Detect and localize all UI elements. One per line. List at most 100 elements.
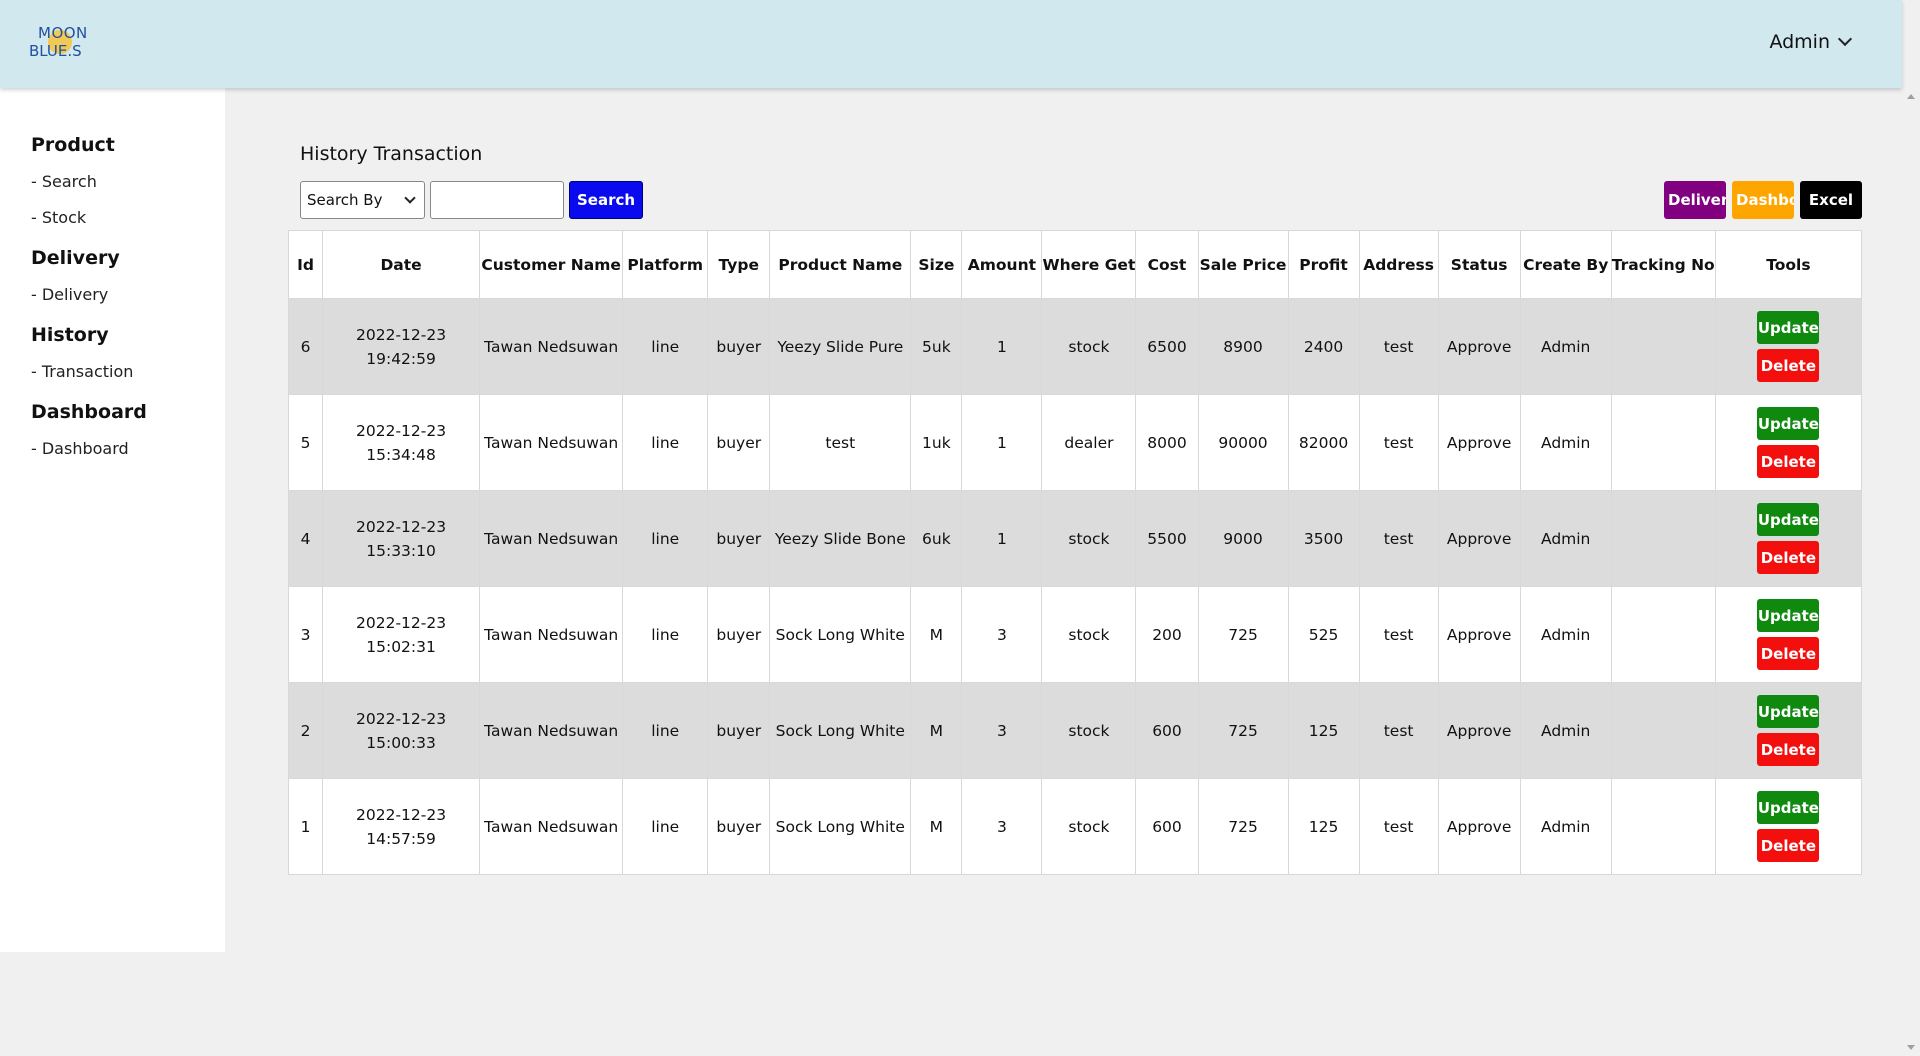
table-cell: 725 bbox=[1197, 682, 1289, 779]
table-cell: 725 bbox=[1197, 778, 1289, 875]
table-cell: test bbox=[1358, 490, 1439, 587]
table-cell: Approve bbox=[1437, 298, 1521, 395]
table-cell: 5uk bbox=[910, 298, 963, 395]
update-button[interactable]: Update bbox=[1757, 311, 1820, 344]
user-menu-dropdown[interactable]: Admin bbox=[1769, 31, 1853, 53]
table-cell bbox=[1610, 298, 1716, 395]
sidebar-item-transaction[interactable]: - Transaction bbox=[31, 362, 134, 381]
scroll-up-arrow-icon[interactable] bbox=[1907, 94, 1915, 99]
table-row: 6 2022-12-23 19:42:59 Tawan Nedsuwan line bu… bbox=[287, 298, 1863, 395]
table-cell: line bbox=[622, 586, 709, 683]
table-cell: 125 bbox=[1287, 778, 1360, 875]
table-cell: Tawan Nedsuwan bbox=[479, 586, 624, 683]
update-button[interactable]: Update bbox=[1757, 695, 1820, 728]
tools-cell: Update Delete bbox=[1714, 394, 1863, 491]
row-tools: Update Delete bbox=[1716, 791, 1861, 862]
column-header: Tracking No bbox=[1610, 230, 1716, 299]
column-header: Status bbox=[1437, 230, 1521, 299]
page-title: History Transaction bbox=[300, 143, 483, 165]
table-cell: stock bbox=[1041, 298, 1137, 395]
table-cell: 1 bbox=[961, 490, 1043, 587]
tools-cell: Update Delete bbox=[1714, 682, 1863, 779]
delivery-button[interactable]: Delivery bbox=[1664, 181, 1726, 219]
search-by-select[interactable]: Search By bbox=[300, 181, 425, 219]
logo-line-2: BLUE.S bbox=[29, 42, 82, 60]
search-button[interactable]: Search bbox=[569, 181, 644, 219]
sidebar-item-dashboard[interactable]: - Dashboard bbox=[31, 439, 129, 458]
column-header: Sale Price bbox=[1197, 230, 1289, 299]
table-cell: Approve bbox=[1437, 490, 1521, 587]
row-tools: Update Delete bbox=[1716, 695, 1861, 766]
table-cell: 9000 bbox=[1197, 490, 1289, 587]
dashboard-button[interactable]: Dashboard bbox=[1732, 181, 1794, 219]
delete-button[interactable]: Delete bbox=[1757, 541, 1820, 574]
moon-logo-icon bbox=[48, 30, 72, 54]
excel-export-button[interactable]: Excel bbox=[1800, 181, 1862, 219]
table-cell: 200 bbox=[1135, 586, 1199, 683]
table-cell: 8900 bbox=[1197, 298, 1289, 395]
column-header: Customer Name bbox=[479, 230, 624, 299]
update-button[interactable]: Update bbox=[1757, 599, 1820, 632]
column-header: Size bbox=[910, 230, 963, 299]
delete-button[interactable]: Delete bbox=[1757, 637, 1820, 670]
table-cell: 3 bbox=[961, 682, 1043, 779]
column-header: Where Get bbox=[1041, 230, 1137, 299]
table-cell: 1 bbox=[961, 394, 1043, 491]
table-cell: Admin bbox=[1519, 586, 1612, 683]
table-cell: line bbox=[622, 394, 709, 491]
delete-button[interactable]: Delete bbox=[1757, 733, 1820, 766]
table-cell: test bbox=[1358, 298, 1439, 395]
table-row: 2 2022-12-23 15:00:33 Tawan Nedsuwan line bu… bbox=[287, 682, 1863, 779]
table-cell: Tawan Nedsuwan bbox=[479, 394, 624, 491]
column-header: Id bbox=[287, 230, 324, 299]
table-cell: 2022-12-23 14:57:59 bbox=[322, 778, 481, 875]
chevron-down-icon bbox=[404, 192, 416, 204]
table-cell: buyer bbox=[707, 586, 771, 683]
table-cell: Sock Long White bbox=[769, 778, 912, 875]
table-cell: stock bbox=[1041, 490, 1137, 587]
column-header: Profit bbox=[1287, 230, 1360, 299]
table-cell: 90000 bbox=[1197, 394, 1289, 491]
update-button[interactable]: Update bbox=[1757, 407, 1820, 440]
delete-button[interactable]: Delete bbox=[1757, 445, 1820, 478]
search-input[interactable] bbox=[430, 181, 564, 219]
table-cell: 4 bbox=[287, 490, 324, 587]
sidebar-section-history: History bbox=[31, 324, 109, 346]
table-cell: Yeezy Slide Pure bbox=[769, 298, 912, 395]
update-button[interactable]: Update bbox=[1757, 503, 1820, 536]
table-cell: test bbox=[1358, 778, 1439, 875]
table-cell: Admin bbox=[1519, 394, 1612, 491]
sidebar-item-search[interactable]: - Search bbox=[31, 172, 97, 191]
vertical-scrollbar[interactable] bbox=[1902, 88, 1920, 1056]
table-cell: 6500 bbox=[1135, 298, 1199, 395]
table-body: 6 2022-12-23 19:42:59 Tawan Nedsuwan line bu… bbox=[287, 298, 1863, 875]
table-cell: 525 bbox=[1287, 586, 1360, 683]
table-cell: Sock Long White bbox=[769, 682, 912, 779]
table-cell: 3 bbox=[961, 778, 1043, 875]
table-cell: Admin bbox=[1519, 682, 1612, 779]
table-cell: 5 bbox=[287, 394, 324, 491]
table-cell: Approve bbox=[1437, 394, 1521, 491]
tools-cell: Update Delete bbox=[1714, 298, 1863, 395]
delete-button[interactable]: Delete bbox=[1757, 829, 1820, 862]
table-cell: 3 bbox=[287, 586, 324, 683]
scroll-down-arrow-icon[interactable] bbox=[1907, 1045, 1915, 1050]
table-cell: buyer bbox=[707, 682, 771, 779]
export-actions: Delivery Dashboard Excel bbox=[1664, 181, 1862, 219]
sidebar-item-stock[interactable]: - Stock bbox=[31, 208, 87, 227]
table-cell: 82000 bbox=[1287, 394, 1360, 491]
table-cell: 8000 bbox=[1135, 394, 1199, 491]
brand-logo[interactable]: MOON BLUE.S bbox=[28, 22, 98, 66]
table-cell: 1 bbox=[961, 298, 1043, 395]
sidebar-item-delivery[interactable]: - Delivery bbox=[31, 285, 109, 304]
column-header: Platform bbox=[622, 230, 709, 299]
table-cell: Admin bbox=[1519, 490, 1612, 587]
table-cell: test bbox=[1358, 586, 1439, 683]
sidebar-section-delivery: Delivery bbox=[31, 247, 120, 269]
delete-button[interactable]: Delete bbox=[1757, 349, 1820, 382]
table-cell: 2 bbox=[287, 682, 324, 779]
table-cell: stock bbox=[1041, 778, 1137, 875]
update-button[interactable]: Update bbox=[1757, 791, 1820, 824]
table-cell: 6 bbox=[287, 298, 324, 395]
table-cell: 2022-12-23 19:42:59 bbox=[322, 298, 481, 395]
